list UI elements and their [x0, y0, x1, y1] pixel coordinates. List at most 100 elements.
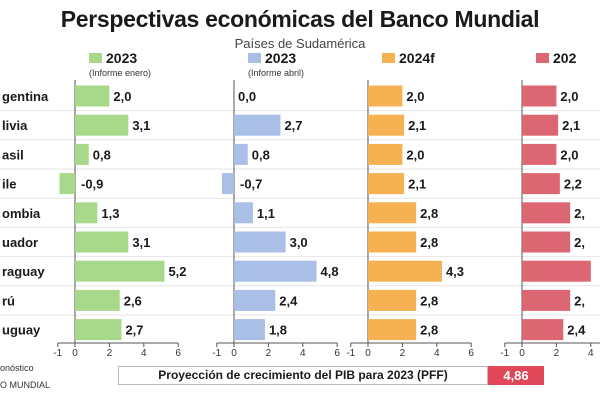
legend-swatch	[248, 53, 261, 63]
bar	[522, 143, 557, 165]
bar	[234, 231, 286, 253]
data-label: 2,0	[113, 89, 131, 104]
country-label: asil	[2, 147, 24, 162]
country-label: uador	[2, 235, 38, 250]
data-label: 0,8	[93, 147, 111, 162]
data-label: 3,1	[132, 235, 150, 250]
bar	[75, 202, 98, 224]
bar	[368, 260, 442, 282]
country-label: livia	[2, 118, 28, 133]
data-label: 2,	[574, 293, 585, 308]
bar	[368, 173, 405, 195]
bar	[75, 319, 122, 341]
legend-swatch	[89, 53, 102, 63]
data-label: 2,8	[420, 206, 438, 221]
data-label: -0,9	[81, 177, 103, 192]
bar	[234, 114, 281, 136]
data-label: 2,7	[125, 323, 143, 338]
data-label: 2,0	[406, 147, 424, 162]
legend-swatch	[382, 53, 395, 63]
tick-label: 4	[588, 348, 594, 359]
bar	[234, 289, 276, 311]
bar	[75, 114, 129, 136]
tick-label: 6	[175, 348, 181, 359]
bar	[522, 319, 564, 341]
data-label: 2,6	[124, 293, 142, 308]
tick-label: 2	[266, 348, 272, 359]
tick-label: 6	[468, 348, 474, 359]
bar	[75, 231, 129, 253]
bar	[368, 319, 417, 341]
country-label: ile	[2, 177, 16, 192]
bar	[522, 173, 560, 195]
data-label: 4,3	[446, 264, 464, 279]
data-label: 1,1	[257, 206, 275, 221]
bar	[368, 289, 417, 311]
projection-value: 4,86	[488, 366, 544, 385]
bar	[59, 173, 75, 195]
data-label: 2,	[574, 206, 585, 221]
tick-label: 4	[434, 348, 440, 359]
legend-note: (Informe abril)	[248, 68, 304, 78]
projection-label: Proyección de crecimiento del PIB para 2…	[118, 366, 488, 385]
legend-label: 2024f	[399, 50, 435, 66]
data-label: 2,	[574, 235, 585, 250]
chart-subtitle: Países de Sudamérica	[234, 36, 366, 51]
country-label: uguay	[2, 323, 41, 338]
data-label: 5,2	[168, 264, 186, 279]
bar	[522, 202, 571, 224]
data-label: -0,7	[240, 177, 262, 192]
tick-label: 0	[231, 348, 237, 359]
source-text-1: onóstico	[0, 363, 34, 373]
data-label: 2,0	[560, 147, 578, 162]
data-label: 2,4	[567, 323, 586, 338]
legend-swatch	[536, 53, 549, 63]
tick-label: 2	[400, 348, 406, 359]
tick-label: 6	[334, 348, 340, 359]
data-label: 2,0	[406, 89, 424, 104]
data-label: 3,1	[132, 118, 150, 133]
data-label: 2,1	[408, 118, 426, 133]
country-label: rú	[2, 293, 15, 308]
bar	[75, 260, 165, 282]
data-label: 2,8	[420, 293, 438, 308]
bar	[522, 260, 591, 282]
data-label: 2,0	[560, 89, 578, 104]
bar	[234, 143, 248, 165]
data-label: 2,1	[408, 177, 426, 192]
data-label: 1,8	[269, 323, 287, 338]
legend-label: 202	[553, 50, 577, 66]
data-label: 2,4	[279, 293, 298, 308]
bar	[368, 114, 405, 136]
tick-label: -1	[500, 348, 509, 359]
bar	[368, 231, 417, 253]
tick-label: 2	[107, 348, 113, 359]
country-label: raguay	[2, 264, 45, 279]
tick-label: 0	[519, 348, 525, 359]
data-label: 0,8	[252, 147, 270, 162]
bar	[234, 260, 317, 282]
data-label: 4,8	[321, 264, 339, 279]
bar	[221, 173, 234, 195]
legend-label: 2023	[265, 50, 296, 66]
bar	[368, 143, 403, 165]
bar	[75, 289, 120, 311]
tick-label: 0	[365, 348, 371, 359]
bar	[522, 85, 557, 107]
country-label: gentina	[2, 89, 49, 104]
legend-note: (Informe enero)	[89, 68, 151, 78]
chart-title: Perspectivas económicas del Banco Mundia…	[60, 6, 540, 32]
data-label: 2,8	[420, 323, 438, 338]
bar	[234, 202, 253, 224]
country-label: ombia	[2, 206, 41, 221]
legend-label: 2023	[106, 50, 137, 66]
tick-label: -1	[212, 348, 221, 359]
bar	[522, 231, 571, 253]
bar	[75, 143, 89, 165]
data-label: 2,1	[562, 118, 580, 133]
bar	[368, 202, 417, 224]
data-label: 1,3	[101, 206, 119, 221]
data-label: 2,8	[420, 235, 438, 250]
tick-label: 0	[72, 348, 78, 359]
